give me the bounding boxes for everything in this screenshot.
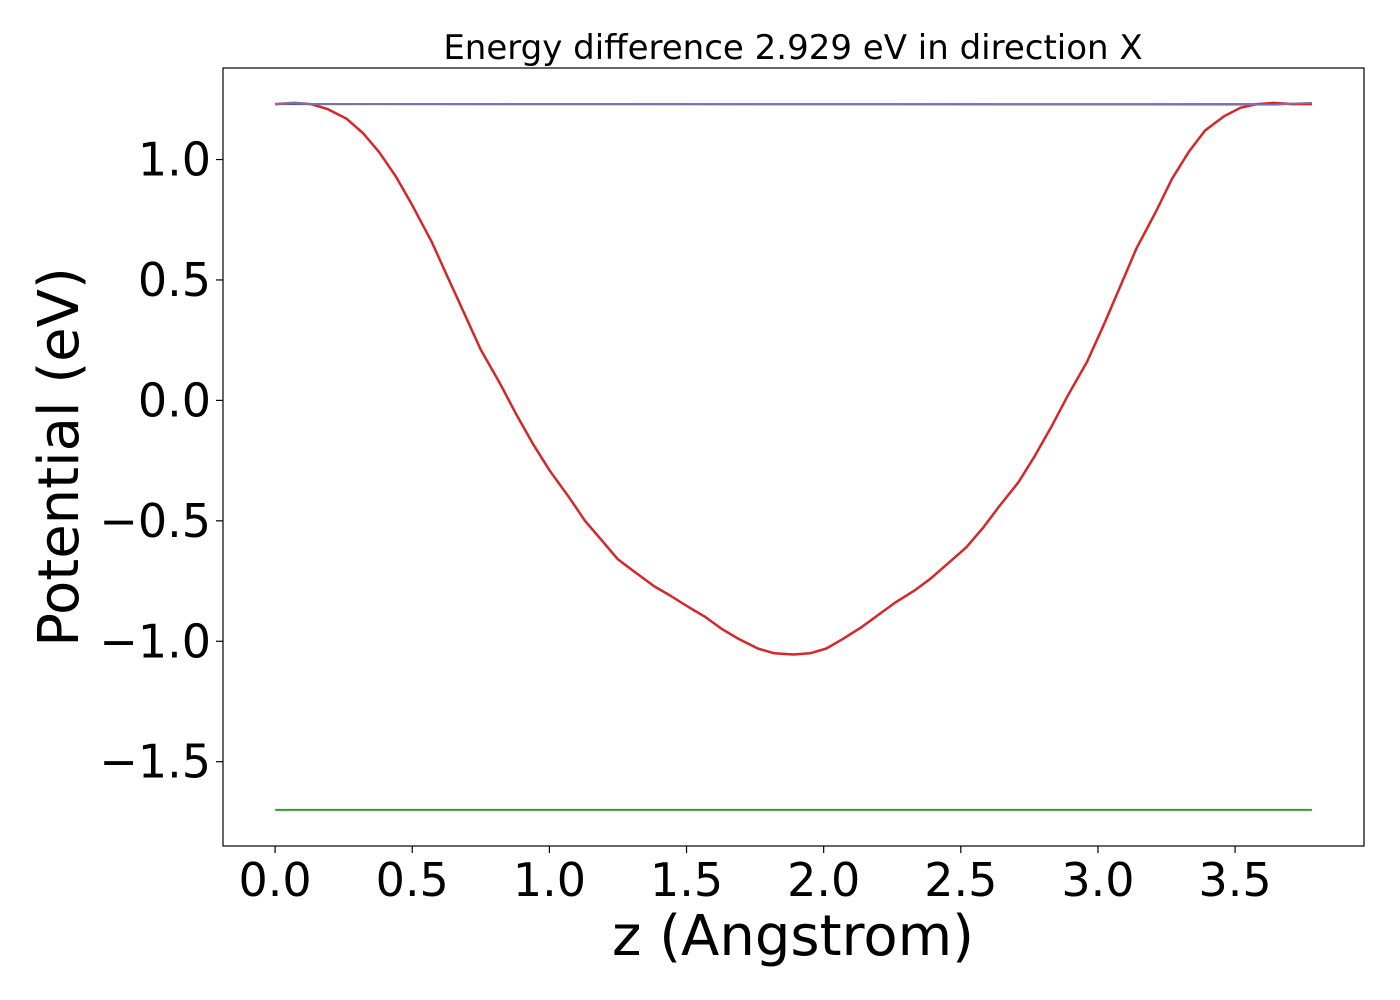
x-axis-label: z (Angstrom) <box>612 904 974 969</box>
x-tick-label: 0.5 <box>376 853 449 907</box>
y-tick-label: −0.5 <box>99 494 211 548</box>
y-tick-label: 1.0 <box>138 133 211 187</box>
y-tick-label: 0.5 <box>138 253 211 307</box>
series-layer <box>275 101 1312 811</box>
x-axis: 0.0 0.5 1.0 1.5 2.0 2.5 3.0 3.5 <box>239 846 1272 907</box>
x-tick-label: 1.0 <box>513 853 586 907</box>
series-line-4 <box>275 101 1312 106</box>
series-line-3 <box>275 101 1312 656</box>
y-axis-label: Potential (eV) <box>27 267 92 647</box>
y-axis: −1.5 −1.0 −0.5 0.0 0.5 1.0 <box>99 133 223 789</box>
chart-title: Energy difference 2.929 eV in direction … <box>443 28 1142 68</box>
x-tick-label: 3.0 <box>1061 853 1134 907</box>
y-tick-label: −1.5 <box>99 735 211 789</box>
x-tick-label: 1.5 <box>650 853 723 907</box>
x-tick-label: 0.0 <box>239 853 312 907</box>
x-tick-label: 2.5 <box>924 853 997 907</box>
y-tick-label: −1.0 <box>99 614 211 668</box>
y-tick-label: 0.0 <box>138 373 211 427</box>
x-tick-label: 3.5 <box>1199 853 1272 907</box>
plot-frame <box>222 67 1365 847</box>
x-tick-label: 2.0 <box>787 853 860 907</box>
